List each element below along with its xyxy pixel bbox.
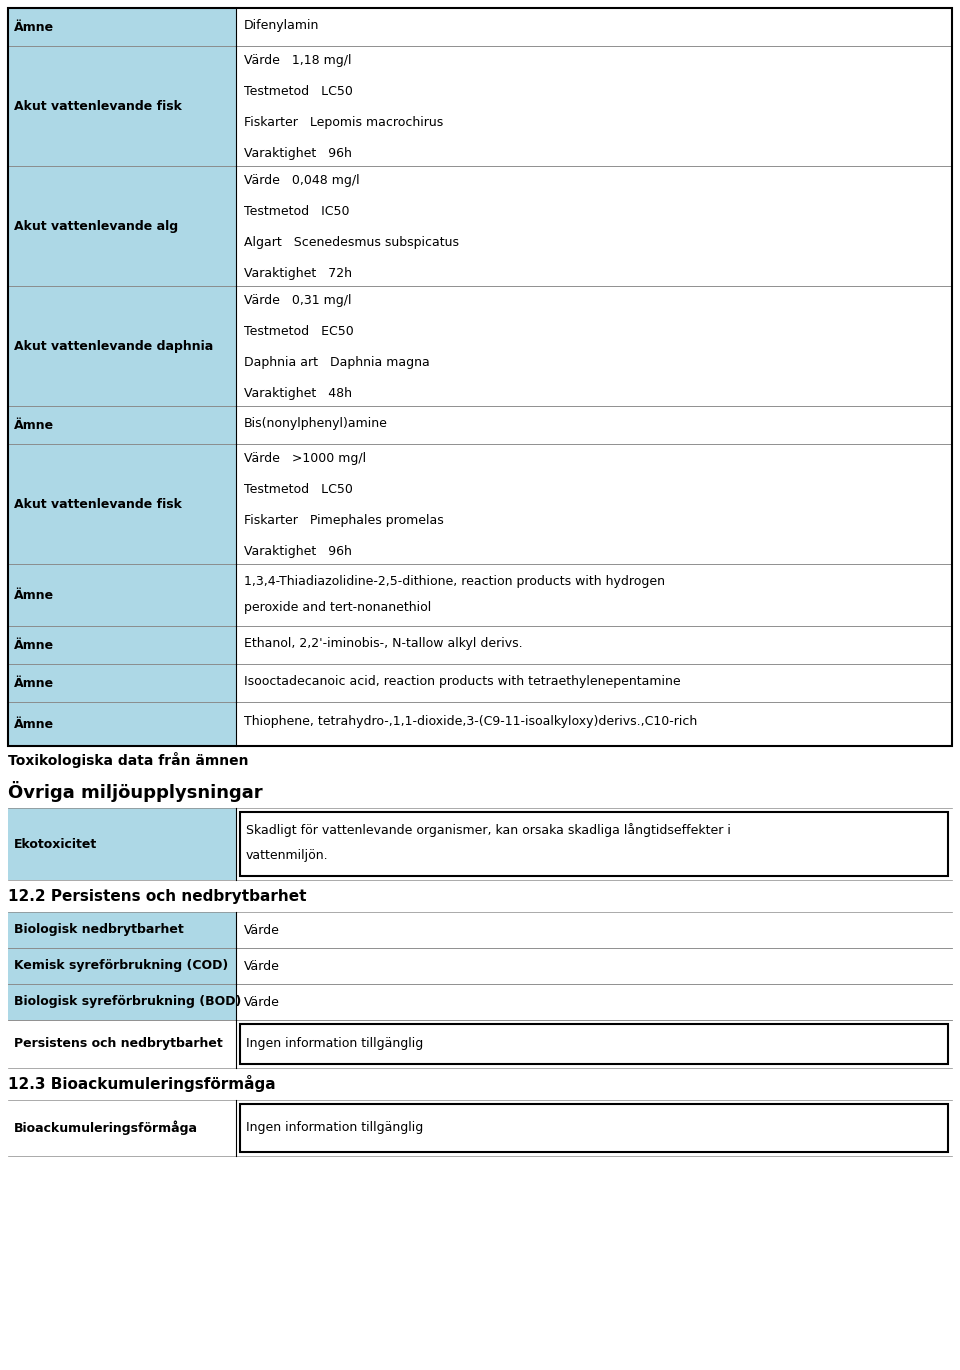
Text: Skadligt för vattenlevande organismer, kan orsaka skadliga långtidseffekter i: Skadligt för vattenlevande organismer, k… [246,823,731,837]
Text: Varaktighet   96h: Varaktighet 96h [244,147,352,160]
Bar [240,1104,948,1152]
Text: Toxikologiska data från ämnen: Toxikologiska data från ämnen [8,752,249,769]
Bar [8,626,236,664]
Bar [8,166,236,286]
Text: Värde: Värde [244,996,280,1008]
Bar [8,8,952,747]
Text: Kemisk syreförbrukning (COD): Kemisk syreförbrukning (COD) [14,959,228,973]
Text: Ethanol, 2,2'-iminobis-, N-tallow alkyl derivs.: Ethanol, 2,2'-iminobis-, N-tallow alkyl … [244,637,522,651]
Text: Värde: Värde [244,923,280,937]
Text: Testmetod   LC50: Testmetod LC50 [244,484,353,496]
Bar [236,912,952,948]
Bar [236,47,952,166]
Bar [8,1100,236,1156]
Text: Varaktighet   72h: Varaktighet 72h [244,267,352,279]
Text: peroxide and tert-nonanethiol: peroxide and tert-nonanethiol [244,600,431,614]
Text: 12.3 Bioackumuleringsförmåga: 12.3 Bioackumuleringsförmåga [8,1075,276,1092]
Bar [8,406,236,444]
Bar [236,8,952,47]
Text: Biologisk nedbrytbarhet: Biologisk nedbrytbarhet [14,923,183,937]
Text: Ämne: Ämne [14,21,54,33]
Text: Akut vattenlevande fisk: Akut vattenlevande fisk [14,100,181,112]
Bar [8,701,236,747]
Text: Isooctadecanoic acid, reaction products with tetraethylenepentamine: Isooctadecanoic acid, reaction products … [244,675,681,688]
Text: Varaktighet   48h: Varaktighet 48h [244,388,352,400]
Bar [8,808,236,880]
Text: Ekotoxicitet: Ekotoxicitet [14,837,97,851]
Text: Bis(nonylphenyl)amine: Bis(nonylphenyl)amine [244,418,388,430]
Text: Persistens och nedbrytbarhet: Persistens och nedbrytbarhet [14,1037,223,1051]
Bar [236,564,952,626]
Bar [236,406,952,444]
Text: Fiskarter   Pimephales promelas: Fiskarter Pimephales promelas [244,514,444,527]
Bar [236,444,952,564]
Text: Biologisk syreförbrukning (BOD): Biologisk syreförbrukning (BOD) [14,996,241,1008]
Bar [8,912,236,948]
Bar [8,47,236,166]
Text: Värde   >1000 mg/l: Värde >1000 mg/l [244,452,366,466]
Bar [236,664,952,701]
Text: Ingen information tillgänglig: Ingen information tillgänglig [246,1037,423,1051]
Text: Thiophene, tetrahydro-,1,1-dioxide,3-(C9-11-isoalkyloxy)derivs.,C10-rich: Thiophene, tetrahydro-,1,1-dioxide,3-(C9… [244,715,697,729]
Text: Daphnia art   Daphnia magna: Daphnia art Daphnia magna [244,356,430,369]
Text: Värde: Värde [244,959,280,973]
Text: Testmetod   IC50: Testmetod IC50 [244,206,349,218]
Text: Akut vattenlevande daphnia: Akut vattenlevande daphnia [14,340,213,352]
Bar [8,664,236,701]
Bar [8,984,236,1021]
Text: Ingen information tillgänglig: Ingen information tillgänglig [246,1122,423,1134]
Bar [236,286,952,406]
Bar [240,1023,948,1064]
Bar [236,701,952,747]
Text: Testmetod   LC50: Testmetod LC50 [244,85,353,99]
Bar [236,166,952,286]
Bar [8,564,236,626]
Text: Värde   0,048 mg/l: Värde 0,048 mg/l [244,174,360,188]
Text: Difenylamin: Difenylamin [244,19,320,33]
Text: Bioackumuleringsförmåga: Bioackumuleringsförmåga [14,1121,198,1136]
Text: 1,3,4-Thiadiazolidine-2,5-dithione, reaction products with hydrogen: 1,3,4-Thiadiazolidine-2,5-dithione, reac… [244,575,665,588]
Bar [8,286,236,406]
Bar [236,984,952,1021]
Text: 12.2 Persistens och nedbrytbarhet: 12.2 Persistens och nedbrytbarhet [8,889,306,903]
Text: Ämne: Ämne [14,638,54,652]
Bar [8,1021,236,1069]
Bar [8,8,236,47]
Text: Fiskarter   Lepomis macrochirus: Fiskarter Lepomis macrochirus [244,116,444,129]
Bar [8,948,236,984]
Text: Ämne: Ämne [14,677,54,689]
Text: Testmetod   EC50: Testmetod EC50 [244,325,353,338]
Bar [236,948,952,984]
Text: Övriga miljöupplysningar: Övriga miljöupplysningar [8,781,263,801]
Text: Akut vattenlevande fisk: Akut vattenlevande fisk [14,497,181,511]
Bar [240,812,948,875]
Text: Värde   0,31 mg/l: Värde 0,31 mg/l [244,295,351,307]
Text: Algart   Scenedesmus subspicatus: Algart Scenedesmus subspicatus [244,236,459,249]
Bar [8,444,236,564]
Bar [236,626,952,664]
Text: Ämne: Ämne [14,418,54,432]
Text: Värde   1,18 mg/l: Värde 1,18 mg/l [244,55,351,67]
Text: vattenmiljön.: vattenmiljön. [246,849,328,862]
Text: Ämne: Ämne [14,718,54,730]
Text: Akut vattenlevande alg: Akut vattenlevande alg [14,219,179,233]
Text: Ämne: Ämne [14,589,54,601]
Text: Varaktighet   96h: Varaktighet 96h [244,545,352,558]
